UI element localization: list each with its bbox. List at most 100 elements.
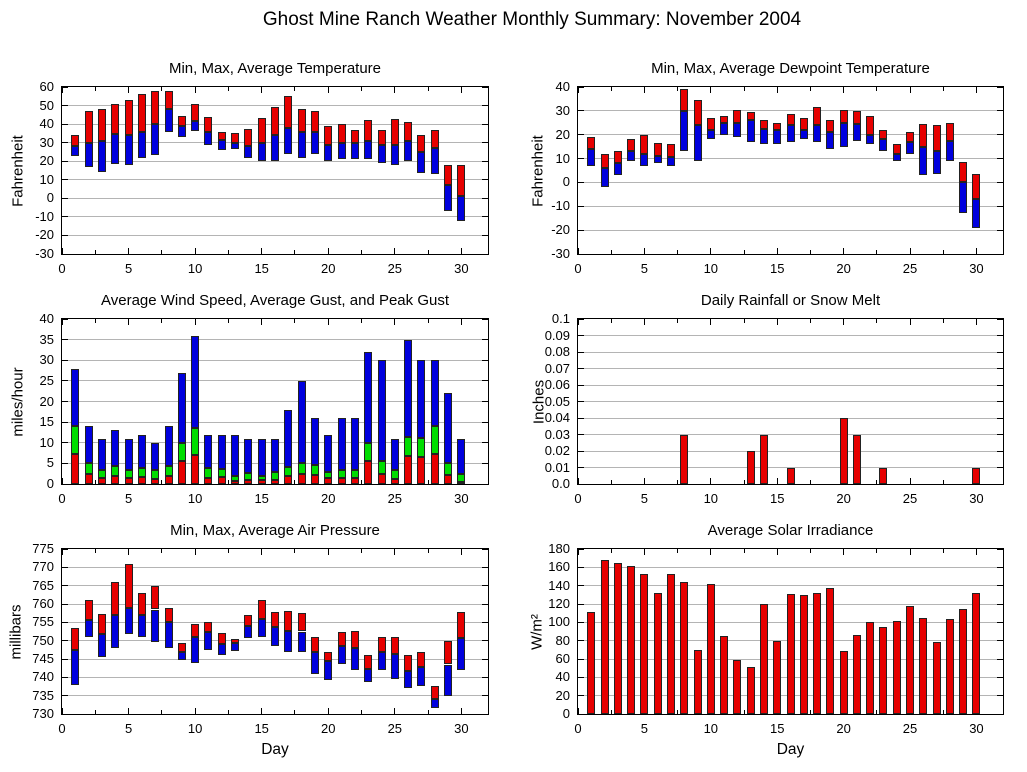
bar-day-1-min-to-avg xyxy=(587,149,596,166)
y-tick-mark xyxy=(62,658,68,660)
plot-frame xyxy=(60,317,489,485)
bar-day-5-avg-to-max xyxy=(124,99,133,136)
y-tick-label: 775 xyxy=(32,541,54,556)
bar-day-27-min-to-avg xyxy=(417,667,426,686)
y-tick-mark xyxy=(997,205,1003,207)
x-tick-mark xyxy=(677,549,679,553)
x-tick-mark xyxy=(261,248,263,254)
y-tick-label: 745 xyxy=(32,651,54,666)
bar-day-5-avg-gust xyxy=(124,469,133,479)
bar-day-12-avg-to-max xyxy=(217,132,226,140)
bar-day-2-avg-to-max xyxy=(84,600,93,620)
bar-day-7-avg-gust xyxy=(151,469,160,480)
bar-day-25-avg-to-max xyxy=(390,119,399,145)
x-tick-mark xyxy=(610,549,612,553)
bar-day-11-min-to-avg xyxy=(204,132,213,146)
x-tick-label: 15 xyxy=(769,491,785,506)
y-tick-mark xyxy=(578,640,584,642)
y-tick-mark xyxy=(482,695,488,697)
x-tick-mark xyxy=(294,319,296,323)
y-tick-mark xyxy=(578,603,584,605)
bar-day-18-avg-speed xyxy=(297,474,306,484)
x-tick-mark xyxy=(327,248,329,254)
y-tick-label: 30 xyxy=(39,134,54,150)
y-tick-mark xyxy=(62,105,68,107)
bar-day-23-avg-gust xyxy=(364,443,373,462)
y-tick-mark xyxy=(997,86,1003,88)
y-tick-label: 0.0 xyxy=(551,476,570,491)
bar-day-29-min-to-avg xyxy=(959,182,968,214)
x-tick-mark xyxy=(710,319,712,325)
x-tick-mark xyxy=(427,480,429,484)
y-tick-mark xyxy=(482,179,488,181)
y-tick-mark xyxy=(997,335,1003,336)
gridline xyxy=(62,234,488,236)
bar-day-25-value xyxy=(906,605,915,714)
bar-day-14-avg-to-max xyxy=(244,128,253,147)
bar-day-4-avg-to-max xyxy=(111,582,120,615)
x-tick-label: 25 xyxy=(387,721,403,736)
bar-day-29-avg-speed xyxy=(444,474,453,484)
bar-day-20-min-to-avg xyxy=(324,144,333,162)
y-tick-mark xyxy=(62,640,68,642)
x-tick-mark xyxy=(643,549,645,555)
bar-day-11-avg-speed xyxy=(204,477,213,484)
bar-day-6-avg-to-max xyxy=(137,593,146,615)
y-tick-label: 730 xyxy=(32,706,54,721)
bar-day-19-avg-speed xyxy=(310,474,319,484)
bar-day-28-avg-gust xyxy=(430,426,439,454)
y-tick-label: 20 xyxy=(39,153,54,169)
bar-day-15-value xyxy=(773,640,782,714)
bar-day-1-peak-gust xyxy=(71,368,80,427)
bar-day-20-avg-gust xyxy=(324,472,333,479)
x-tick-label: 25 xyxy=(902,491,918,506)
x-tick-mark xyxy=(361,319,363,323)
y-tick-mark xyxy=(62,160,68,162)
y-tick-label: 30 xyxy=(555,102,570,118)
plot-frame xyxy=(60,85,489,255)
x-tick-mark xyxy=(161,319,163,323)
bar-day-27-peak-gust xyxy=(417,360,426,439)
bar-day-28-avg-to-max xyxy=(945,122,954,141)
bar-day-22-avg-to-max xyxy=(350,129,359,143)
bar-day-17-min-to-avg xyxy=(799,129,808,140)
x-tick-mark xyxy=(643,478,645,484)
gridline xyxy=(62,216,488,218)
gridline xyxy=(62,566,488,568)
x-tick-mark xyxy=(394,708,396,714)
x-tick-mark xyxy=(61,549,63,555)
y-tick-mark xyxy=(62,179,68,181)
x-tick-mark xyxy=(876,549,878,553)
bar-day-13-min-to-avg xyxy=(231,142,240,150)
y-tick-mark xyxy=(997,351,1003,353)
bar-day-8-avg-to-max xyxy=(680,89,689,111)
bar-day-10-avg-to-max xyxy=(191,103,200,122)
bar-day-14-peak-gust xyxy=(244,438,253,474)
x-tick-mark xyxy=(394,248,396,254)
bar-day-20-value xyxy=(839,650,848,714)
x-tick-mark xyxy=(677,710,679,714)
x-tick-label: 15 xyxy=(769,721,785,736)
bar-day-9-avg-gust xyxy=(177,442,186,462)
bar-day-19-avg-gust xyxy=(310,464,319,475)
x-tick-label: 10 xyxy=(703,491,719,506)
x-tick-mark xyxy=(361,549,363,553)
bar-day-5-avg-to-max xyxy=(124,563,133,608)
bar-day-23-min-to-avg xyxy=(364,668,373,683)
bar-day-26-avg-to-max xyxy=(404,655,413,672)
bar-day-21-min-to-avg xyxy=(337,142,346,160)
x-tick-mark xyxy=(427,710,429,714)
x-tick-label: 20 xyxy=(321,721,336,736)
x-tick-label: 5 xyxy=(124,721,133,736)
bar-day-30-avg-speed xyxy=(457,481,466,484)
y-tick-label: 40 xyxy=(39,311,54,326)
bar-day-4-avg-to-max xyxy=(111,103,120,135)
gridline xyxy=(62,603,488,605)
bar-day-15-avg-gust xyxy=(257,475,266,480)
bar-day-18-avg-gust xyxy=(297,462,306,475)
bar-day-21-avg-to-max xyxy=(852,110,861,124)
bar-day-6-min-to-avg xyxy=(137,132,146,159)
bar-day-27-min-to-avg xyxy=(417,151,426,174)
bar-day-5-value xyxy=(640,573,649,714)
bar-day-5-peak-gust xyxy=(124,438,133,470)
